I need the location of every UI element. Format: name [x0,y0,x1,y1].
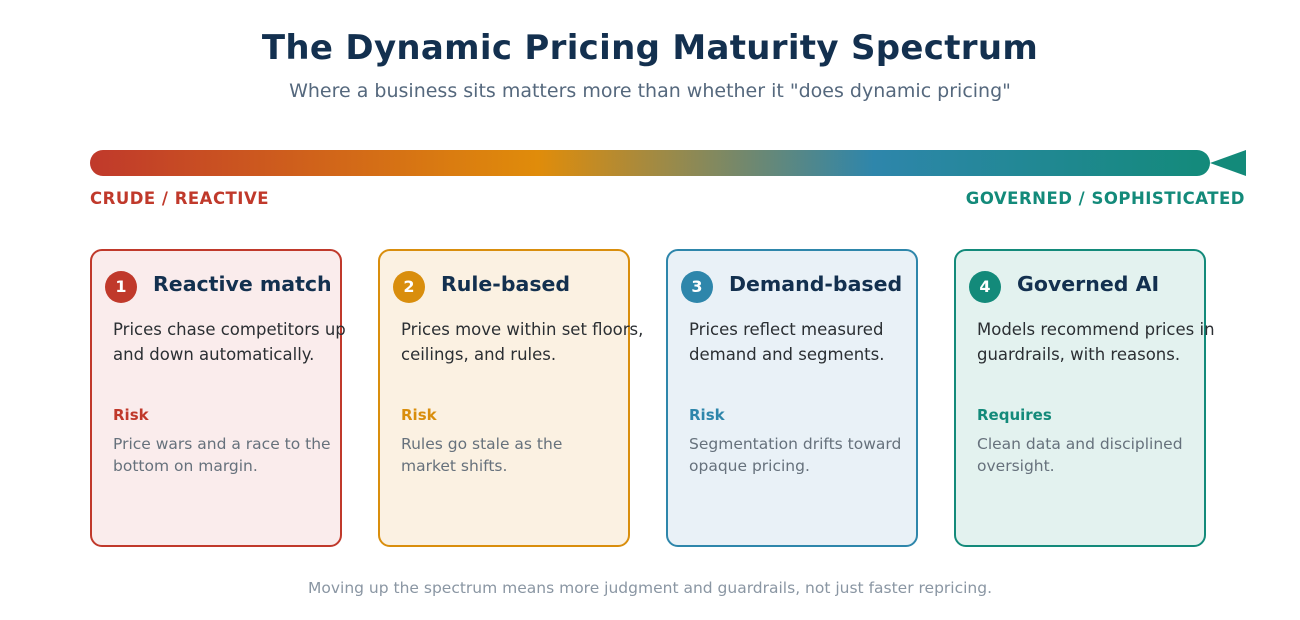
stage-number-badge: 3 [681,271,713,303]
stage-note: Segmentation drifts toward opaque pricin… [689,435,902,475]
page-subtitle: Where a business sits matters more than … [289,80,1011,102]
stage-title: Demand-based [729,272,903,296]
stage-title: Reactive match [153,272,332,296]
stage-kicker: Risk [113,406,149,424]
stage-card-governed-ai: 4 Governed AI Models recommend prices in… [954,249,1215,547]
stage-description: Models recommend prices in guardrails, w… [977,320,1215,364]
stage-number-badge: 2 [393,271,425,303]
spectrum-left-label: CRUDE / REACTIVE [90,189,269,208]
stage-card-reactive-match: 1 Reactive match Prices chase competitor… [90,249,346,547]
stage-description: Prices move within set floors, ceilings,… [401,320,644,364]
stage-kicker: Risk [401,406,437,424]
arrow-head-icon [1210,150,1246,176]
maturity-gradient-bar [90,150,1210,176]
stage-title: Governed AI [1017,272,1160,296]
stage-title: Rule-based [441,272,571,296]
spectrum-right-label: GOVERNED / SOPHISTICATED [965,189,1245,208]
stage-note: Price wars and a race to the bottom on m… [113,435,331,475]
stage-card-demand-based: 3 Demand-based Prices reflect measured d… [666,249,918,547]
stage-kicker: Risk [689,406,725,424]
stage-note: Clean data and disciplined oversight. [977,435,1183,475]
page-title: The Dynamic Pricing Maturity Spectrum [261,28,1039,68]
footer-note: Moving up the spectrum means more judgme… [307,579,993,597]
stage-card-rule-based: 2 Rule-based Prices move within set floo… [378,249,643,547]
stage-note: Rules go stale as the market shifts. [401,435,563,475]
stage-number-badge: 1 [105,271,137,303]
stage-number-badge: 4 [969,271,1001,303]
stage-description: Prices reflect measured demand and segme… [689,320,885,364]
stage-kicker: Requires [977,406,1052,424]
stage-description: Prices chase competitors up and down aut… [113,320,346,364]
